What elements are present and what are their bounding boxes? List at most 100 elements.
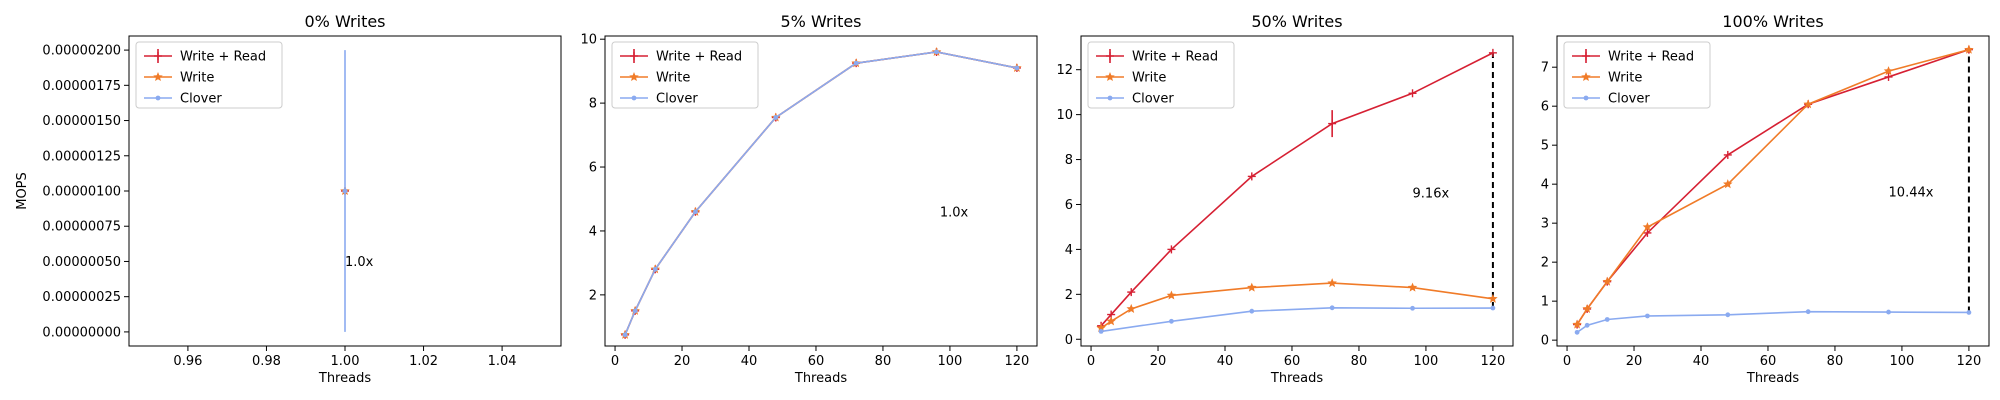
- x-tick-label: 0: [1563, 354, 1571, 369]
- data-point: [1723, 150, 1732, 159]
- y-tick-label: 6: [1541, 100, 1549, 115]
- y-tick-label: 7: [1541, 61, 1549, 76]
- plot-frame: [604, 35, 1038, 347]
- data-point: [1886, 309, 1891, 315]
- data-point: [1723, 179, 1733, 189]
- legend-item: Write: [144, 71, 214, 86]
- ratio-annotation: 10.44x: [1889, 185, 1934, 200]
- x-tick-label: 60: [1284, 354, 1301, 369]
- y-tick-label: 0.00000100: [42, 185, 121, 200]
- y-tick-label: 2: [1541, 256, 1549, 271]
- data-point: [1407, 282, 1418, 292]
- data-point: [1964, 44, 1974, 54]
- data-point: [773, 115, 779, 120]
- legend-marker: [1583, 95, 1589, 101]
- x-tick-label: 120: [1480, 354, 1505, 369]
- data-point: [1408, 89, 1417, 98]
- series-line: [1576, 48, 1970, 325]
- y-tick-label: 0.00000050: [42, 255, 121, 270]
- legend-item: Write + Read: [144, 49, 266, 65]
- data-point: [1488, 293, 1498, 303]
- y-tick-label: 10: [1056, 108, 1073, 123]
- y-tick-label: 12: [1056, 63, 1073, 78]
- data-point: [1126, 303, 1136, 313]
- legend-marker: [154, 52, 162, 60]
- legend-marker: [1105, 72, 1115, 82]
- data-point: [1805, 309, 1811, 315]
- data-point: [1574, 329, 1580, 335]
- data-point: [1490, 305, 1496, 311]
- data-point: [1604, 317, 1610, 322]
- ratio-annotation: 1.0x: [940, 205, 969, 220]
- legend-box: [1563, 41, 1711, 109]
- legend-item: Clover: [1096, 92, 1174, 107]
- series-write: [1572, 44, 1974, 329]
- legend-marker: [629, 72, 639, 82]
- x-tick-label: 120: [1956, 354, 1981, 369]
- legend-item: Clover: [144, 92, 222, 107]
- y-tick-label: 10: [580, 33, 597, 48]
- data-point: [1169, 318, 1174, 324]
- x-tick-label: 1.04: [488, 354, 517, 369]
- x-tick-label: 40: [1217, 354, 1234, 369]
- data-point: [1014, 65, 1020, 71]
- legend-marker: [1581, 72, 1591, 82]
- data-point: [1884, 72, 1893, 81]
- ratio-annotation: 1.0x: [345, 255, 374, 270]
- x-tick-label: 20: [1150, 354, 1167, 369]
- data-point: [1167, 245, 1176, 254]
- x-tick-label: 20: [1626, 354, 1643, 369]
- legend-label: Write: [1132, 71, 1166, 86]
- y-tick-label: 1: [1541, 295, 1549, 310]
- data-point: [1410, 305, 1415, 311]
- y-tick-label: 4: [1065, 243, 1073, 258]
- y-tick-label: 0.00000125: [42, 149, 121, 164]
- series-line: [1576, 310, 1969, 334]
- legend-marker: [153, 72, 163, 82]
- x-tick-label: 1.00: [331, 354, 360, 369]
- data-point: [693, 209, 698, 215]
- y-tick-label: 0.00000025: [42, 290, 121, 305]
- legend-label: Write + Read: [656, 50, 742, 65]
- legend-marker: [631, 95, 637, 101]
- y-tick-label: 8: [589, 97, 597, 112]
- legend: Write + Read Write Clover: [611, 41, 759, 109]
- chart-title: 0% Writes: [304, 12, 385, 31]
- y-tick-label: 0: [1065, 333, 1073, 348]
- x-tick-label: 120: [1004, 354, 1029, 369]
- data-point: [934, 49, 939, 55]
- chart-panel-4: 100% Writes 0 20 40 60 80 100 120 0 1 2 3 4 5 6 7 Thread…: [1541, 12, 1990, 386]
- legend-label: Write + Read: [1608, 50, 1694, 65]
- series-clover: [342, 50, 348, 332]
- x-tick-label: 100: [1890, 354, 1915, 369]
- series-line: [1100, 307, 1493, 333]
- x-tick-label: 100: [1414, 354, 1439, 369]
- chart-title: 50% Writes: [1251, 12, 1342, 31]
- series-clover: [1574, 309, 1972, 335]
- x-axis-label: Threads: [318, 371, 371, 386]
- data-point: [1166, 290, 1177, 300]
- data-point: [1883, 66, 1894, 76]
- legend-label: Clover: [180, 92, 222, 107]
- y-tick-label: 0.00000000: [42, 325, 121, 340]
- legend-label: Write: [1608, 71, 1642, 86]
- y-tick-label: 2: [589, 288, 597, 303]
- legend: Write + Read Write Clover: [1563, 41, 1711, 109]
- data-point: [1488, 48, 1497, 57]
- legend-label: Write + Read: [180, 50, 266, 65]
- legend-label: Write: [656, 71, 690, 86]
- data-point: [1602, 276, 1612, 286]
- chart-panel-3: 50% Writes 0 20 40 60 80 100 120 0 2 4 6 8 10 12 Thread…: [1056, 12, 1514, 386]
- chart-title: 100% Writes: [1722, 12, 1823, 31]
- x-tick-label: 20: [674, 354, 691, 369]
- x-tick-label: 0.98: [252, 354, 281, 369]
- y-tick-label: 0.00000200: [42, 44, 121, 59]
- y-tick-label: 8: [1065, 153, 1073, 168]
- data-point: [622, 332, 628, 338]
- chart-panel-2: 5% Writes 0 20 40 60 80 100 120 2 4 6 8 10 Threads 1.0…: [580, 12, 1038, 386]
- legend-label: Clover: [656, 92, 698, 107]
- ratio-annotation: 9.16x: [1413, 187, 1450, 202]
- y-tick-label: 5: [1541, 139, 1549, 154]
- legend-marker: [1107, 95, 1113, 101]
